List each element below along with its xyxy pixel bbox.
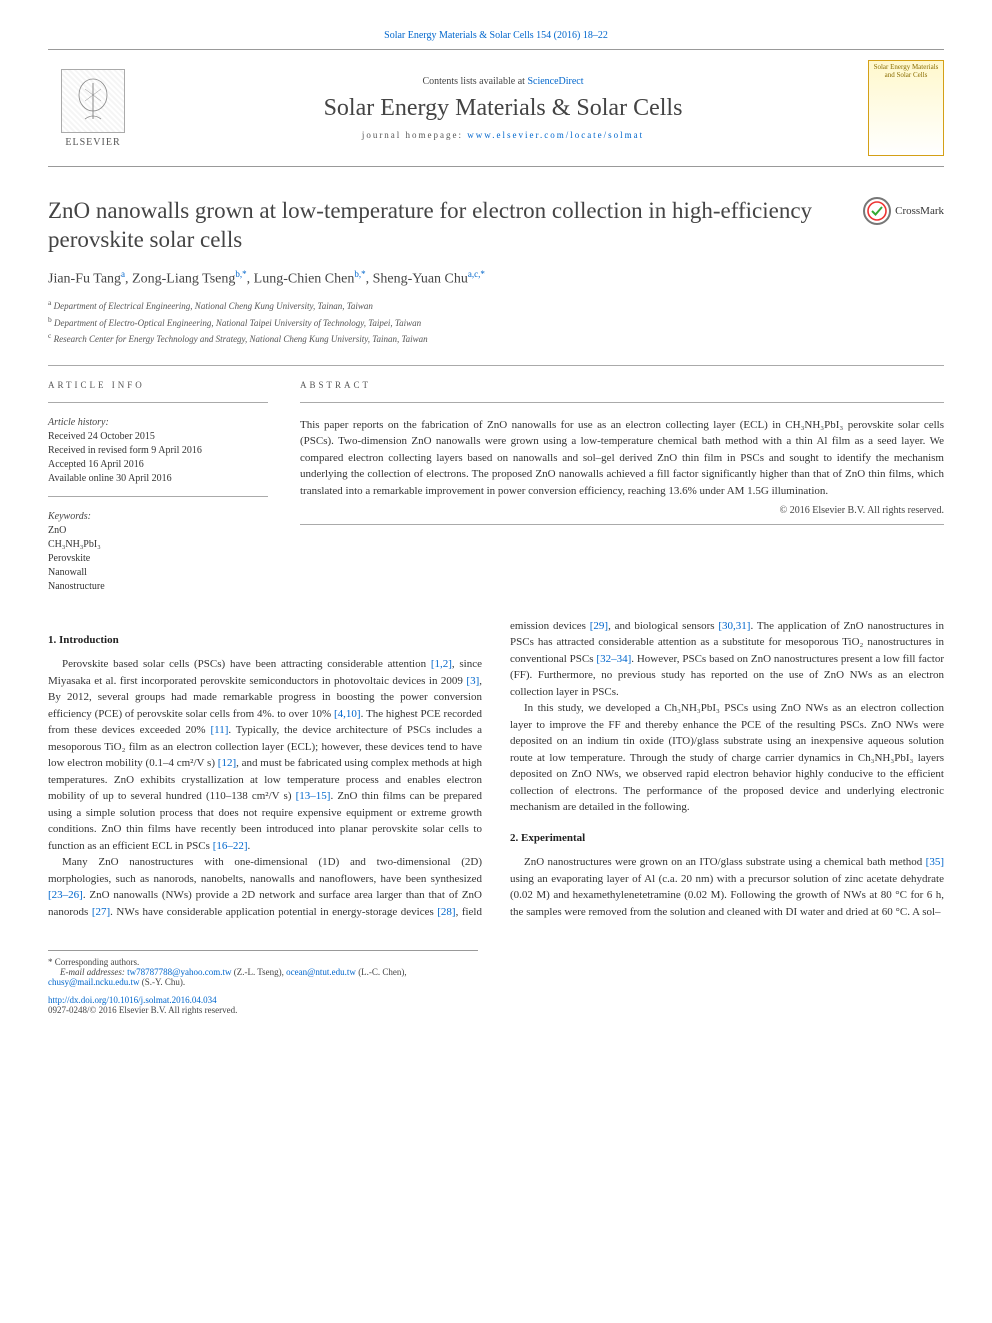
intro-para-1: Perovskite based solar cells (PSCs) have… <box>48 656 482 854</box>
received-date: Received 24 October 2015 <box>48 430 268 444</box>
sciencedirect-link[interactable]: ScienceDirect <box>527 76 583 87</box>
divider <box>48 496 268 497</box>
keywords-head: Keywords: <box>48 511 268 522</box>
crossmark-icon <box>863 197 891 225</box>
article-title: ZnO nanowalls grown at low-temperature f… <box>48 197 863 255</box>
ref-link[interactable]: [27] <box>92 906 110 918</box>
email-link-3[interactable]: chusy@mail.ncku.edu.tw <box>48 977 140 987</box>
author-3: Lung-Chien Chen <box>254 271 355 286</box>
ref-link[interactable]: [1,2] <box>431 658 452 670</box>
author-4: Sheng-Yuan Chu <box>373 271 468 286</box>
section-head-exp: 2. Experimental <box>510 830 944 847</box>
ref-link[interactable]: [30,31] <box>718 620 750 632</box>
journal-ref-top: Solar Energy Materials & Solar Cells 154… <box>48 30 944 41</box>
corresponding-note: * Corresponding authors. <box>48 957 478 967</box>
ref-link[interactable]: [16–22] <box>213 840 248 852</box>
ref-link[interactable]: [29] <box>590 620 608 632</box>
author-2: Zong-Liang Tseng <box>132 271 235 286</box>
homepage-link[interactable]: www.elsevier.com/locate/solmat <box>467 130 644 140</box>
affiliation-c: Research Center for Energy Technology an… <box>54 334 428 344</box>
affiliations: a Department of Electrical Engineering, … <box>48 297 944 347</box>
ref-link[interactable]: [12] <box>218 757 236 769</box>
ref-link[interactable]: [32–34] <box>596 653 631 665</box>
abstract-copyright: © 2016 Elsevier B.V. All rights reserved… <box>300 505 944 516</box>
ref-link[interactable]: [3] <box>466 675 479 687</box>
elsevier-tree-icon <box>61 69 125 133</box>
author-4-aff[interactable]: a,c,* <box>468 269 485 279</box>
journal-header: ELSEVIER Contents lists available at Sci… <box>48 49 944 167</box>
keyword: Nanowall <box>48 566 268 580</box>
author-1: Jian-Fu Tang <box>48 271 121 286</box>
email-link-2[interactable]: ocean@ntut.edu.tw <box>286 967 356 977</box>
crossmark-label: CrossMark <box>895 205 944 217</box>
abstract-text: This paper reports on the fabrication of… <box>300 417 944 500</box>
online-date: Available online 30 April 2016 <box>48 472 268 486</box>
affiliation-a: Department of Electrical Engineering, Na… <box>54 301 373 311</box>
footnotes: * Corresponding authors. E-mail addresse… <box>48 950 478 1015</box>
homepage-prefix: journal homepage: <box>362 130 467 140</box>
ref-link[interactable]: [23–26] <box>48 889 83 901</box>
divider <box>300 402 944 403</box>
ref-link[interactable]: [28] <box>437 906 455 918</box>
divider <box>48 402 268 403</box>
journal-ref-link[interactable]: Solar Energy Materials & Solar Cells 154… <box>384 30 608 41</box>
contents-line: Contents lists available at ScienceDirec… <box>138 76 868 87</box>
keyword: Nanostructure <box>48 580 268 594</box>
accepted-date: Accepted 16 April 2016 <box>48 458 268 472</box>
email-label: E-mail addresses: <box>60 967 127 977</box>
article-info-label: ARTICLE INFO <box>48 380 268 390</box>
crossmark-badge[interactable]: CrossMark <box>863 197 944 225</box>
journal-name: Solar Energy Materials & Solar Cells <box>138 95 868 122</box>
ref-link[interactable]: [35] <box>926 856 944 868</box>
ref-link[interactable]: [4,10] <box>334 708 361 720</box>
intro-para-3: In this study, we developed a Ch₃NH₃PbI₃… <box>510 700 944 816</box>
publisher-logo-block: ELSEVIER <box>48 69 138 148</box>
affiliation-b: Department of Electro-Optical Engineerin… <box>54 318 421 328</box>
keyword: Perovskite <box>48 552 268 566</box>
revised-date: Received in revised form 9 April 2016 <box>48 444 268 458</box>
divider <box>48 365 944 366</box>
history-head: Article history: <box>48 417 268 428</box>
issn-copyright: 0927-0248/© 2016 Elsevier B.V. All right… <box>48 1005 478 1015</box>
divider <box>300 524 944 525</box>
abstract-label: ABSTRACT <box>300 380 944 390</box>
homepage-line: journal homepage: www.elsevier.com/locat… <box>138 130 868 140</box>
keyword: ZnO <box>48 524 268 538</box>
publisher-name: ELSEVIER <box>65 137 120 148</box>
author-1-aff[interactable]: a <box>121 269 125 279</box>
email-link-1[interactable]: tw78787788@yahoo.com.tw <box>127 967 231 977</box>
authors-line: Jian-Fu Tanga, Zong-Liang Tsengb,*, Lung… <box>48 269 944 288</box>
ref-link[interactable]: [13–15] <box>296 790 331 802</box>
exp-para-1: ZnO nanostructures were grown on an ITO/… <box>510 854 944 920</box>
body-columns: 1. Introduction Perovskite based solar c… <box>48 618 944 921</box>
author-2-aff[interactable]: b,* <box>235 269 246 279</box>
contents-prefix: Contents lists available at <box>422 76 527 87</box>
author-3-aff[interactable]: b,* <box>354 269 365 279</box>
keyword: CH₃NH₃PbI₃ <box>48 538 268 552</box>
journal-cover-thumb: Solar Energy Materials and Solar Cells <box>868 60 944 156</box>
section-head-intro: 1. Introduction <box>48 632 482 649</box>
doi-link[interactable]: http://dx.doi.org/10.1016/j.solmat.2016.… <box>48 995 217 1005</box>
ref-link[interactable]: [11] <box>210 724 228 736</box>
